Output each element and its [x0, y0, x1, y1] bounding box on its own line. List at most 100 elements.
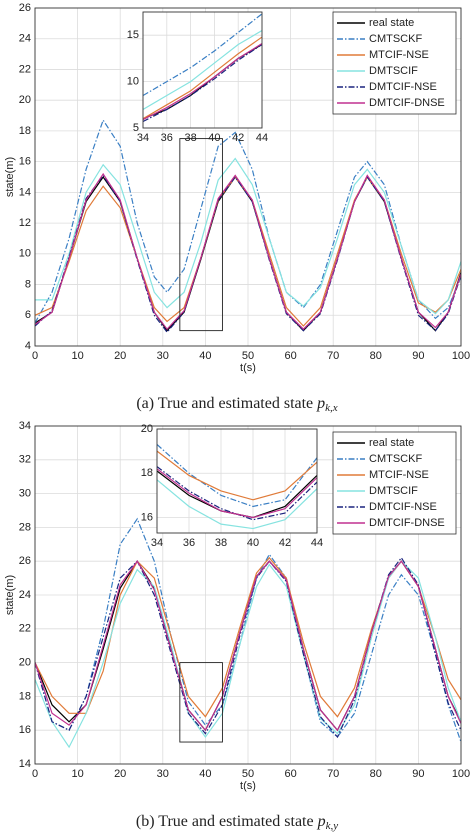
- y-tick-label: 14: [19, 186, 31, 198]
- y-tick-label: 18: [19, 125, 31, 137]
- frame: [156, 428, 318, 534]
- legend-label: DMTSCIF: [369, 485, 418, 497]
- caption-math: p: [316, 395, 325, 412]
- x-tick-label: 42: [279, 537, 291, 549]
- x-tick-label: 70: [327, 768, 339, 780]
- series-line: [35, 157, 461, 315]
- y-tick-label: 26: [19, 2, 31, 14]
- y-tick-label: 32: [19, 454, 31, 466]
- y-tick-label: 10: [127, 76, 139, 88]
- x-tick-label: 50: [242, 350, 254, 362]
- series-line: [143, 43, 262, 121]
- y-tick-label: 15: [127, 29, 139, 41]
- x-tick-label: 42: [232, 132, 244, 144]
- series-line: [157, 444, 317, 508]
- y-tick-label: 14: [19, 758, 31, 770]
- y-tick-label: 20: [19, 657, 31, 669]
- x-tick-label: 30: [157, 768, 169, 780]
- plot-area: [143, 12, 262, 128]
- series-line: [157, 479, 317, 530]
- caption-text: (b) True and estimated state: [136, 813, 318, 830]
- x-tick-label: 10: [71, 350, 83, 362]
- series-line: [35, 118, 461, 324]
- x-tick-label: 34: [151, 537, 163, 549]
- series-line: [143, 30, 262, 110]
- plot-area: [157, 429, 317, 533]
- frame: [34, 425, 462, 765]
- x-tick-label: 20: [114, 768, 126, 780]
- inset-chart: 34 36 38 40 42 44 5 10 15: [127, 11, 268, 144]
- chart-panel: 0 10 20 30 40 50 60 70 80 90 100 14 16 18 20 22 24 26 28 30…: [4, 420, 470, 792]
- frame: [142, 11, 263, 129]
- legend-label: CMTSCKF: [369, 33, 422, 45]
- legend-label: real state: [369, 17, 414, 29]
- caption: (b) True and estimated state pk,y: [136, 813, 338, 832]
- y-tick-label: 8: [25, 278, 31, 290]
- y-tick-label: 22: [19, 623, 31, 635]
- legend-label: DMTCIF-NSE: [369, 501, 437, 513]
- x-tick-label: 0: [32, 350, 38, 362]
- x-tick-label: 40: [199, 768, 211, 780]
- y-tick-label: 30: [19, 488, 31, 500]
- x-tick-label: 30: [157, 350, 169, 362]
- caption: (a) True and estimated state pk,x: [136, 395, 337, 414]
- caption-text: (a) True and estimated state: [136, 395, 317, 412]
- y-axis-label: state(m): [4, 575, 16, 615]
- y-tick-label: 26: [19, 555, 31, 567]
- x-tick-label: 40: [208, 132, 220, 144]
- y-tick-label: 5: [133, 122, 139, 134]
- x-axis-label: t(s): [240, 362, 256, 374]
- x-tick-label: 38: [184, 132, 196, 144]
- x-tick-label: 36: [183, 537, 195, 549]
- x-tick-label: 10: [71, 768, 83, 780]
- legend-label: DMTCIF-DNSE: [369, 517, 445, 529]
- y-tick-label: 4: [25, 340, 31, 352]
- series-line: [157, 450, 317, 501]
- zoom-box: [179, 662, 223, 743]
- y-tick-label: 16: [19, 156, 31, 168]
- y-tick-label: 12: [19, 217, 31, 229]
- y-tick-label: 20: [19, 94, 31, 106]
- legend: real state CMTSCKF MTCIF-NSE DMTSCIF DMTCIF-…: [332, 431, 457, 535]
- x-tick-label: 44: [311, 537, 323, 549]
- x-tick-label: 70: [327, 350, 339, 362]
- x-tick-label: 20: [114, 350, 126, 362]
- x-tick-label: 90: [412, 350, 424, 362]
- caption-subscript: k,y: [326, 820, 339, 832]
- frame: [34, 7, 462, 347]
- legend: real state CMTSCKF MTCIF-NSE DMTSCIF DMTCIF-…: [332, 11, 457, 115]
- y-tick-label: 24: [19, 589, 31, 601]
- y-tick-label: 18: [19, 690, 31, 702]
- x-axis-label: t(s): [240, 780, 256, 792]
- y-tick-label: 16: [19, 724, 31, 736]
- inset-chart: 34 36 38 40 42 44 16 18 20: [141, 423, 323, 549]
- x-tick-label: 38: [215, 537, 227, 549]
- y-tick-label: 6: [25, 309, 31, 321]
- series-line: [157, 468, 317, 519]
- caption-math: p: [317, 813, 326, 830]
- x-tick-label: 80: [370, 350, 382, 362]
- legend-label: real state: [369, 437, 414, 449]
- legend-label: DMTCIF-DNSE: [369, 97, 445, 109]
- legend-label: CMTSCKF: [369, 453, 422, 465]
- x-tick-label: 0: [32, 768, 38, 780]
- x-tick-label: 44: [256, 132, 268, 144]
- series-line: [35, 560, 461, 732]
- legend-label: MTCIF-NSE: [369, 469, 429, 481]
- y-tick-label: 34: [19, 420, 31, 432]
- y-tick-label: 20: [141, 423, 153, 435]
- x-tick-label: 50: [242, 768, 254, 780]
- x-tick-label: 100: [452, 768, 470, 780]
- y-axis-label: state(m): [4, 157, 16, 197]
- legend-label: DMTCIF-NSE: [369, 81, 437, 93]
- x-tick-label: 90: [412, 768, 424, 780]
- x-tick-label: 36: [161, 132, 173, 144]
- x-tick-label: 40: [199, 350, 211, 362]
- y-tick-label: 16: [141, 511, 153, 523]
- legend-box: [332, 431, 457, 535]
- x-tick-label: 60: [284, 350, 296, 362]
- legend-label: MTCIF-NSE: [369, 49, 429, 61]
- legend-label: DMTSCIF: [369, 65, 418, 77]
- series-line: [35, 172, 461, 331]
